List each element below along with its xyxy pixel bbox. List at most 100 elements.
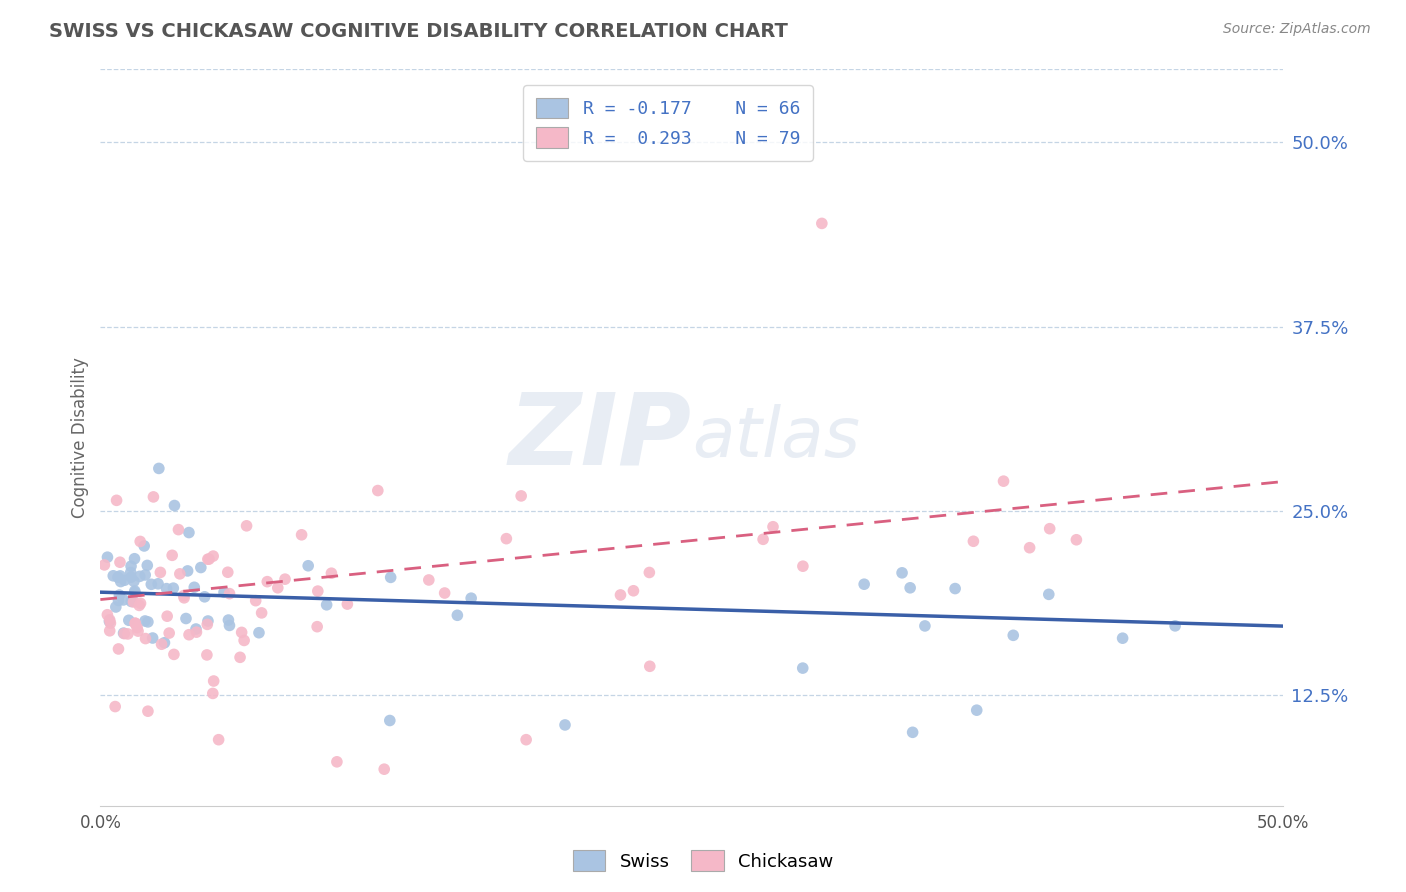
Point [623, 583, 645, 598]
Point [150, 637, 173, 651]
Point [198, 552, 221, 566]
Point [117, 627, 139, 641]
Text: Source: ZipAtlas.com: Source: ZipAtlas.com [1223, 22, 1371, 37]
Point [100, 616, 122, 631]
Point [105, 493, 128, 508]
Point [1164, 619, 1187, 633]
Point [177, 628, 200, 642]
Point [202, 673, 225, 688]
Point [163, 648, 186, 662]
Point [433, 586, 456, 600]
Point [233, 633, 256, 648]
Point [163, 499, 186, 513]
Point [321, 566, 343, 581]
Point [124, 584, 146, 599]
Point [96, 607, 118, 622]
Legend: R = -0.177    N = 66, R =  0.293    N = 79: R = -0.177 N = 66, R = 0.293 N = 79 [523, 85, 813, 161]
Point [460, 591, 482, 606]
Text: ZIP: ZIP [509, 389, 692, 486]
Point [218, 618, 240, 632]
Point [184, 622, 207, 636]
Point [962, 534, 984, 549]
Point [195, 648, 218, 662]
Point [307, 620, 329, 634]
Point [446, 608, 468, 623]
Point [104, 600, 127, 615]
Point [247, 625, 270, 640]
Point [120, 570, 142, 584]
Point [183, 580, 205, 594]
Point [173, 589, 195, 603]
Point [103, 569, 125, 583]
Point [124, 616, 146, 631]
Point [1018, 541, 1040, 555]
Point [96, 550, 118, 565]
Point [112, 626, 135, 640]
Point [134, 614, 156, 628]
Point [1002, 628, 1025, 642]
Point [114, 573, 136, 587]
Point [169, 566, 191, 581]
Point [207, 732, 229, 747]
Point [112, 593, 135, 607]
Point [177, 525, 200, 540]
Point [898, 581, 921, 595]
Point [901, 725, 924, 739]
Point [315, 598, 337, 612]
Point [195, 617, 218, 632]
Point [217, 613, 239, 627]
Point [217, 566, 239, 580]
Point [267, 581, 290, 595]
Legend: Swiss, Chickasaw: Swiss, Chickasaw [565, 843, 841, 879]
Point [515, 732, 537, 747]
Point [134, 632, 156, 646]
Point [141, 577, 163, 591]
Text: SWISS VS CHICKASAW COGNITIVE DISABILITY CORRELATION CHART: SWISS VS CHICKASAW COGNITIVE DISABILITY … [49, 22, 789, 41]
Point [174, 611, 197, 625]
Point [122, 574, 145, 589]
Point [297, 558, 319, 573]
Point [120, 594, 142, 608]
Point [229, 650, 252, 665]
Point [510, 489, 533, 503]
Point [495, 532, 517, 546]
Point [127, 621, 149, 635]
Point [118, 613, 141, 627]
Point [853, 577, 876, 591]
Point [128, 569, 150, 583]
Point [235, 518, 257, 533]
Point [373, 762, 395, 776]
Point [378, 714, 401, 728]
Point [966, 703, 988, 717]
Point [201, 686, 224, 700]
Text: atlas: atlas [692, 404, 859, 471]
Point [418, 573, 440, 587]
Point [98, 614, 121, 628]
Point [104, 699, 127, 714]
Point [128, 599, 150, 613]
Point [186, 625, 208, 640]
Point [231, 625, 253, 640]
Point [136, 615, 159, 629]
Point [993, 474, 1015, 488]
Point [1038, 587, 1060, 601]
Point [609, 588, 631, 602]
Point [129, 596, 152, 610]
Point [124, 585, 146, 599]
Point [274, 572, 297, 586]
Point [120, 566, 142, 580]
Point [307, 584, 329, 599]
Point [134, 539, 156, 553]
Point [110, 574, 132, 589]
Y-axis label: Cognitive Disability: Cognitive Disability [72, 357, 89, 517]
Point [129, 534, 152, 549]
Point [108, 569, 131, 583]
Point [202, 549, 225, 563]
Point [162, 581, 184, 595]
Point [326, 755, 349, 769]
Point [148, 461, 170, 475]
Point [127, 624, 149, 639]
Point [134, 568, 156, 582]
Point [108, 555, 131, 569]
Point [554, 718, 576, 732]
